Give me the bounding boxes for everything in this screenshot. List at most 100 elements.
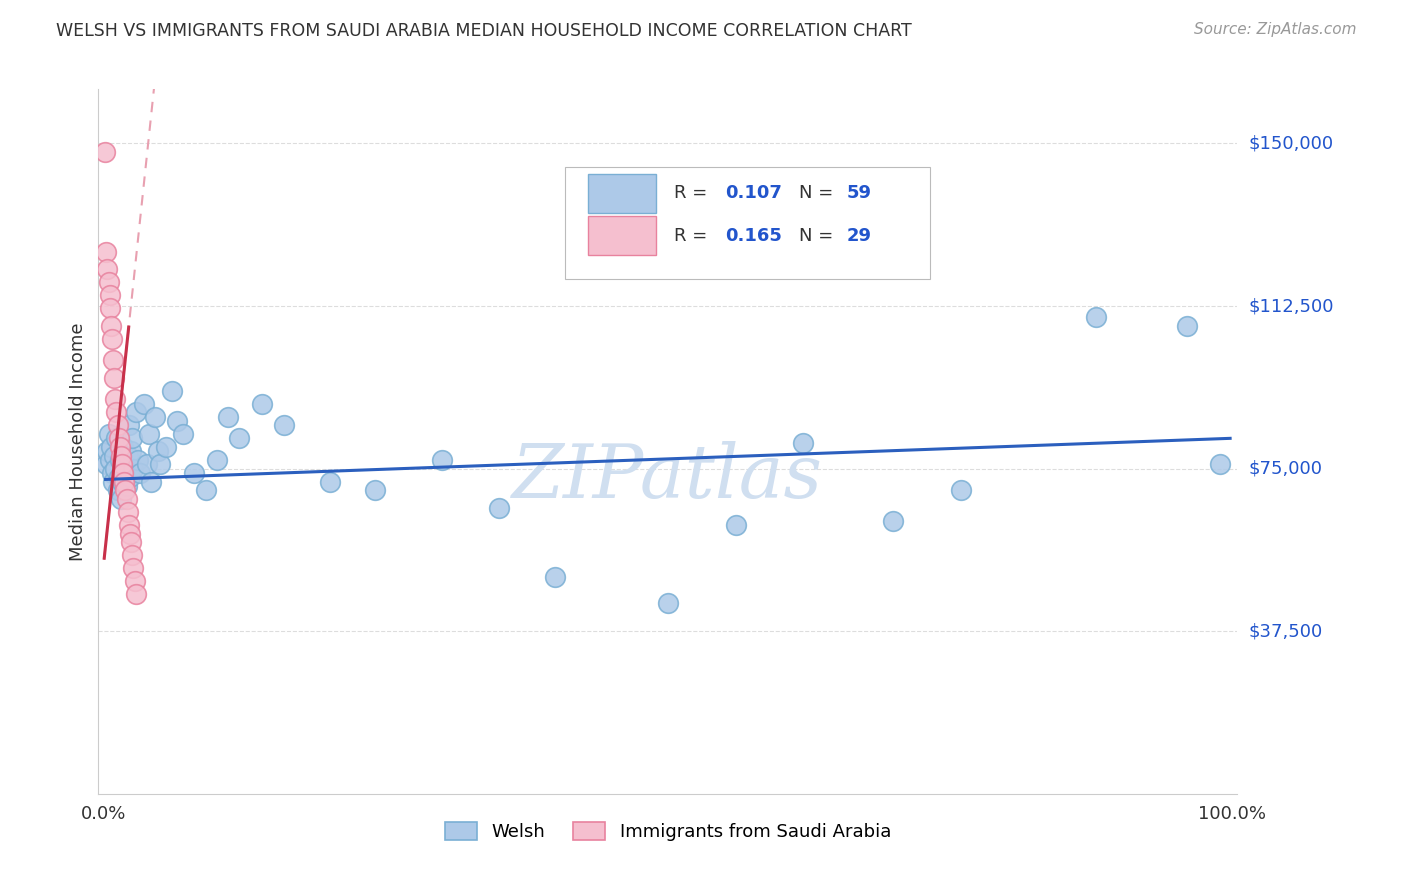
Point — [217, 409, 239, 424]
Point — [155, 440, 177, 454]
Text: 59: 59 — [846, 185, 872, 202]
FancyBboxPatch shape — [588, 216, 657, 255]
Point — [110, 449, 132, 463]
FancyBboxPatch shape — [565, 167, 929, 279]
Point — [118, 418, 141, 433]
Point — [148, 444, 170, 458]
Point — [114, 458, 136, 472]
Text: ZIPatlas: ZIPatlas — [512, 441, 824, 513]
Y-axis label: Median Household Income: Median Household Income — [69, 322, 87, 561]
Point — [432, 453, 454, 467]
Point — [120, 444, 142, 458]
Point — [122, 461, 145, 475]
Point — [363, 483, 385, 498]
Point — [882, 514, 904, 528]
Point — [96, 262, 118, 277]
Point — [135, 458, 157, 472]
Text: R =: R = — [673, 227, 713, 244]
Point — [105, 431, 128, 445]
FancyBboxPatch shape — [588, 174, 657, 212]
Point — [950, 483, 973, 498]
Point — [112, 466, 135, 480]
Point — [108, 453, 131, 467]
Point — [127, 453, 149, 467]
Point — [97, 426, 120, 441]
Point — [117, 449, 139, 463]
Text: WELSH VS IMMIGRANTS FROM SAUDI ARABIA MEDIAN HOUSEHOLD INCOME CORRELATION CHART: WELSH VS IMMIGRANTS FROM SAUDI ARABIA ME… — [56, 22, 912, 40]
Point — [160, 384, 183, 398]
Point — [724, 518, 747, 533]
Point — [124, 587, 146, 601]
Point — [250, 396, 273, 410]
Point — [101, 332, 124, 346]
Text: $37,500: $37,500 — [1249, 623, 1323, 640]
Point — [103, 449, 125, 463]
Point — [172, 426, 194, 441]
Point — [228, 431, 250, 445]
Point — [143, 409, 166, 424]
Point — [96, 444, 118, 458]
Point — [121, 549, 143, 563]
Point — [114, 483, 136, 498]
Point — [108, 440, 131, 454]
Point — [273, 418, 295, 433]
Point — [120, 535, 142, 549]
Point — [318, 475, 340, 489]
Point — [107, 470, 129, 484]
Point — [107, 418, 129, 433]
Point — [118, 470, 141, 484]
Point — [94, 145, 117, 159]
Text: N =: N = — [799, 185, 839, 202]
Point — [112, 466, 135, 480]
Text: 0.165: 0.165 — [725, 227, 782, 244]
Point — [104, 461, 127, 475]
Point — [96, 244, 118, 259]
Point — [166, 414, 188, 428]
Point — [101, 475, 124, 489]
Point — [205, 453, 228, 467]
Point — [792, 435, 814, 450]
Point — [129, 466, 152, 480]
Point — [183, 466, 205, 480]
Text: Source: ZipAtlas.com: Source: ZipAtlas.com — [1194, 22, 1357, 37]
Point — [132, 396, 155, 410]
Point — [100, 440, 122, 454]
Point — [105, 405, 128, 419]
Text: 29: 29 — [846, 227, 872, 244]
Point — [138, 426, 160, 441]
Point — [124, 405, 146, 419]
Point — [1085, 310, 1108, 324]
Point — [115, 491, 138, 506]
Point — [110, 491, 132, 506]
Point — [112, 475, 135, 489]
Point — [657, 596, 679, 610]
Point — [111, 458, 134, 472]
Point — [121, 431, 143, 445]
Text: 0.107: 0.107 — [725, 185, 782, 202]
Point — [1175, 318, 1198, 333]
Legend: Welsh, Immigrants from Saudi Arabia: Welsh, Immigrants from Saudi Arabia — [437, 814, 898, 848]
Point — [98, 453, 121, 467]
Text: $150,000: $150,000 — [1249, 135, 1333, 153]
Point — [1209, 458, 1232, 472]
Point — [118, 526, 141, 541]
Point — [104, 392, 127, 407]
Point — [111, 475, 134, 489]
Text: $75,000: $75,000 — [1249, 459, 1323, 477]
Text: R =: R = — [673, 185, 713, 202]
Point — [149, 458, 172, 472]
Point — [107, 483, 129, 498]
Point — [101, 466, 124, 480]
Point — [115, 479, 138, 493]
Point — [194, 483, 217, 498]
Point — [544, 570, 567, 584]
Point — [141, 475, 163, 489]
Point — [101, 353, 124, 368]
Point — [100, 318, 122, 333]
Point — [117, 505, 139, 519]
Point — [98, 301, 121, 316]
Point — [98, 288, 121, 302]
Point — [96, 458, 118, 472]
Text: $112,500: $112,500 — [1249, 297, 1334, 315]
Point — [124, 574, 146, 589]
